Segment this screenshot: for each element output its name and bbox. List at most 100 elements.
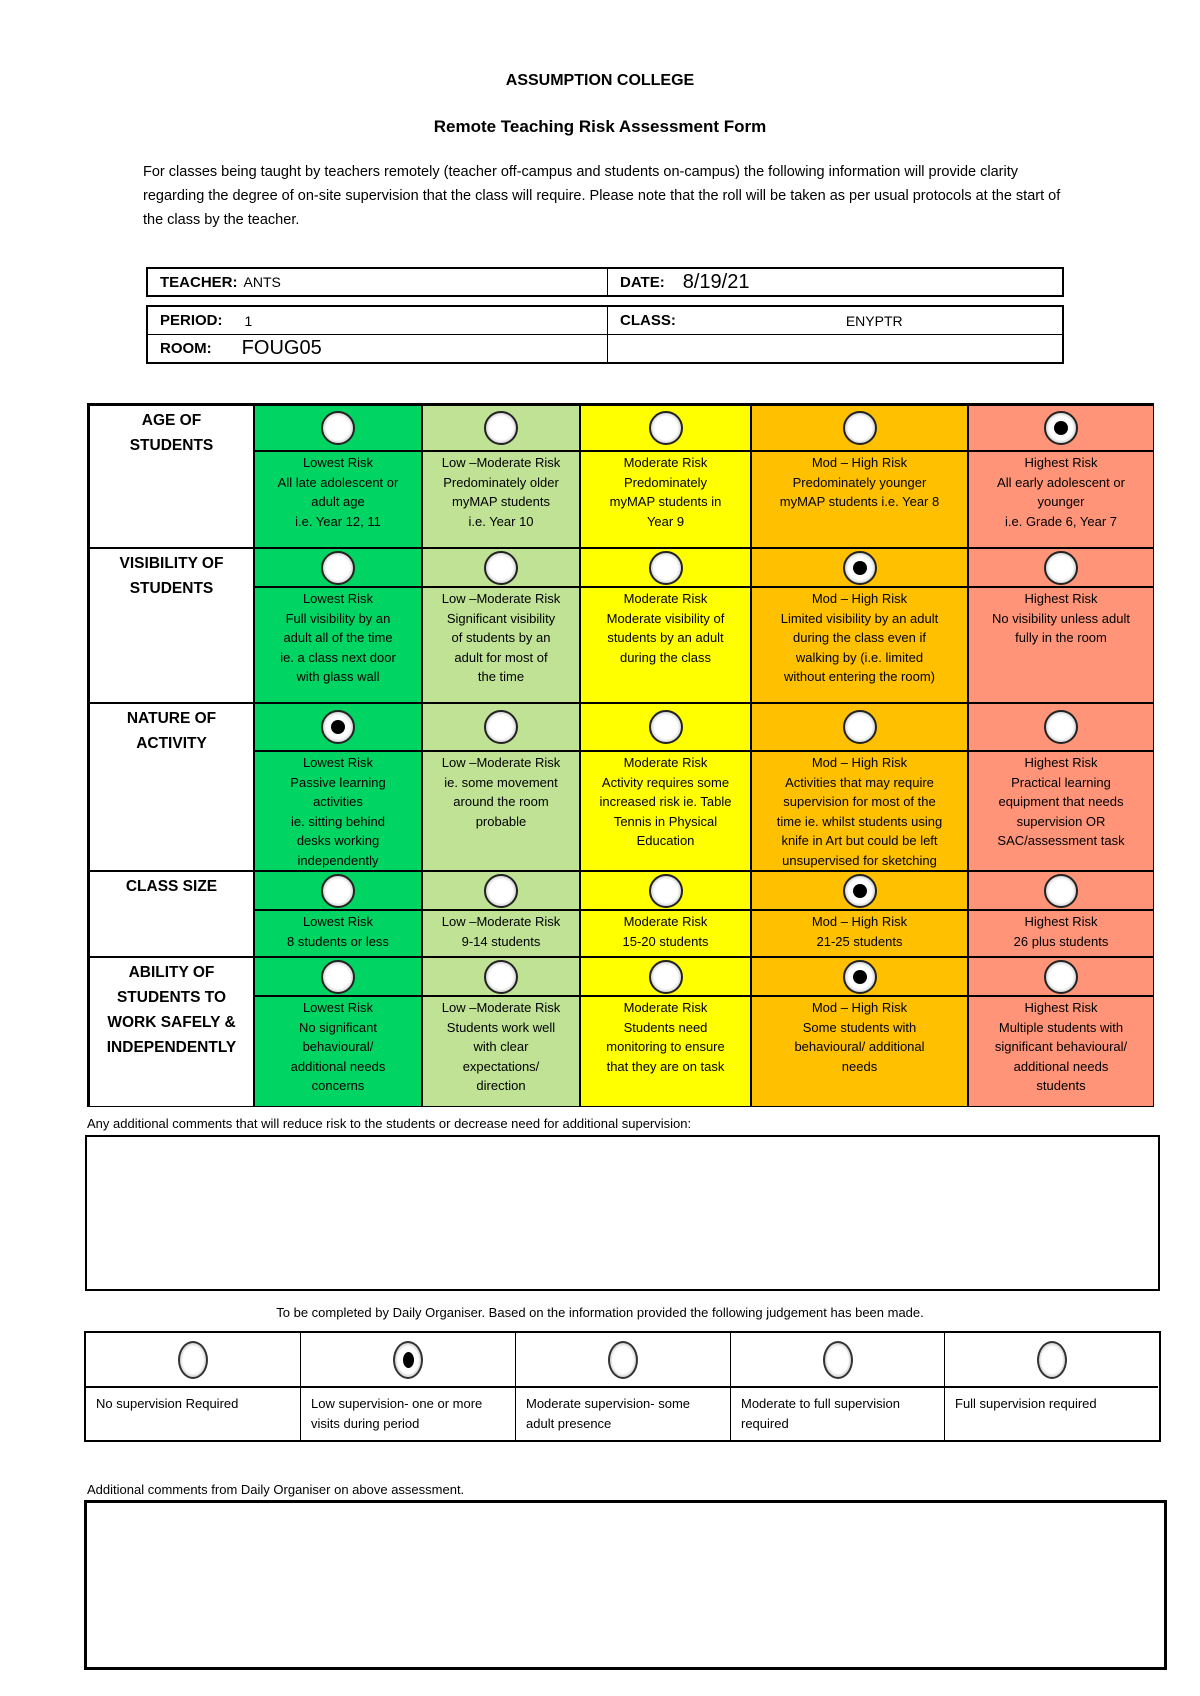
class-value[interactable]: ENYPTR [845,312,903,329]
class-field[interactable]: CLASS: ENYPTR [607,307,1062,334]
teacher-field[interactable]: TEACHER: ANTS [148,269,607,295]
radio-cell-class-size-0 [254,871,422,910]
teacher-value[interactable]: ANTS [243,274,281,290]
radio-selected-dot-icon [852,969,867,984]
radio-button-nature-of-activity-lowest-risk[interactable] [321,710,355,744]
risk-description-line: i.e. Grade 6, Year 7 [1004,513,1118,529]
risk-description-age-of-students-4: Highest Risk All early adolescent or young… [968,451,1154,548]
risk-description-line: Passive learning [290,774,386,790]
radio-button-class-size-mod-high-risk[interactable] [842,873,877,908]
risk-description-line: students [1036,1078,1086,1093]
judgement-radio-button[interactable] [178,1340,208,1379]
risk-description-line: around the room [453,794,549,809]
radio-button-visibility-of-students-highest-risk[interactable] [1044,550,1078,585]
radio-button-age-of-students-low-moderate-risk[interactable] [484,411,518,445]
radio-button-ability-of-students-to-work-safely-independently-lowest-risk[interactable] [321,959,355,994]
risk-description-line: All early adolescent or [997,474,1125,490]
radio-button-visibility-of-students-moderate-risk[interactable] [648,550,683,585]
class-label: CLASS: [620,312,676,329]
radio-button-age-of-students-lowest-risk[interactable] [321,411,355,445]
radio-cell-visibility-of-students-0 [254,548,422,587]
period-field[interactable]: PERIOD: 1 [148,307,607,334]
risk-description-line: Activities that may require [785,774,934,790]
risk-description-line: myMAP students i.e. Year 8 [779,494,940,509]
info-block-period-class-room: PERIOD: 1 CLASS: ENYPTR ROOM: FOUG05 [146,305,1064,364]
info-row-teacher-date: TEACHER: ANTS DATE: 8/19/21 [146,267,1064,297]
radio-button-age-of-students-highest-risk[interactable] [1044,411,1078,445]
risk-description-line: direction [476,1078,526,1093]
date-value[interactable]: 8/19/21 [682,270,750,293]
room-value[interactable]: FOUG05 [241,337,322,359]
risk-description-line: expectations/ [462,1058,540,1074]
risk-description-line: adult all of the time [283,630,393,645]
room-field[interactable]: ROOM: FOUG05 [148,335,607,362]
risk-level-label: Moderate Risk [623,591,708,606]
risk-description-line: Multiple students with [998,1019,1124,1035]
radio-button-class-size-low-moderate-risk[interactable] [484,873,518,908]
period-value[interactable]: 1 [244,312,253,329]
risk-description-class-size-0: Lowest Risk 8 students or less [254,910,422,957]
radio-cell-class-size-3 [751,871,968,910]
radio-button-nature-of-activity-low-moderate-risk[interactable] [484,710,518,744]
organiser-comments-label: Additional comments from Daily Organiser… [87,1482,465,1497]
judgement-radio-cell [945,1333,1158,1388]
risk-description-line: ie. sitting behind [291,813,385,829]
radio-button-nature-of-activity-mod-high-risk[interactable] [842,710,877,744]
radio-cell-nature-of-activity-1 [422,703,580,751]
radio-cell-visibility-of-students-4 [968,548,1154,587]
risk-description-line: Education [636,833,695,848]
judgement-radio-cell [301,1333,515,1388]
risk-description-ability-of-students-to-work-safely-independently-2: Moderate Risk Students need monitoring to … [580,996,751,1107]
risk-level-label: Mod – High Risk [811,1000,908,1015]
risk-description-line: ie. some movement [444,774,558,790]
radio-cell-nature-of-activity-3 [751,703,968,751]
judgement-option-1: Low supervision- one or more visits duri… [300,1333,515,1440]
radio-button-ability-of-students-to-work-safely-independently-moderate-risk[interactable] [648,959,683,994]
judgement-radio-button[interactable] [608,1340,638,1379]
radio-button-visibility-of-students-mod-high-risk[interactable] [842,550,877,585]
radio-button-age-of-students-mod-high-risk[interactable] [842,411,877,445]
risk-description-class-size-4: Highest Risk 26 plus students [968,910,1154,957]
judgement-radio-cell [86,1333,300,1388]
risk-description-line: with clear [473,1039,529,1054]
risk-description-line: students by an adult [607,630,724,645]
criterion-label-age-of-students: AGE OF STUDENTS [89,405,254,548]
risk-level-label: Highest Risk [1024,455,1098,470]
date-label: DATE: [620,273,665,291]
comments-textarea[interactable] [85,1135,1160,1291]
risk-description-nature-of-activity-3: Mod – High Risk Activities that may requi… [751,751,968,871]
radio-button-class-size-moderate-risk[interactable] [648,873,683,908]
college-name: ASSUMPTION COLLEGE [505,72,695,89]
risk-description-line: 8 students or less [287,933,389,949]
radio-button-visibility-of-students-lowest-risk[interactable] [321,550,355,585]
radio-cell-ability-of-students-to-work-safely-independently-2 [580,957,751,996]
radio-selected-dot-icon [331,720,345,734]
teacher-label: TEACHER: [160,273,238,291]
judgement-radio-button[interactable] [393,1340,423,1379]
radio-button-ability-of-students-to-work-safely-independently-highest-risk[interactable] [1044,959,1078,994]
radio-button-nature-of-activity-highest-risk[interactable] [1044,710,1078,744]
risk-description-line: concerns [311,1078,365,1093]
risk-description-ability-of-students-to-work-safely-independently-3: Mod – High Risk Some students with behavio… [751,996,968,1107]
radio-button-class-size-highest-risk[interactable] [1044,873,1078,908]
radio-button-ability-of-students-to-work-safely-independently-mod-high-risk[interactable] [842,959,877,994]
radio-button-visibility-of-students-low-moderate-risk[interactable] [484,550,518,585]
judgement-radio-cell [516,1333,730,1388]
judgement-option-3: Moderate to full supervision required [730,1333,944,1440]
date-field[interactable]: DATE: 8/19/21 [607,269,1062,295]
radio-button-class-size-lowest-risk[interactable] [321,873,355,908]
radio-button-age-of-students-moderate-risk[interactable] [648,411,683,445]
radio-button-nature-of-activity-moderate-risk[interactable] [648,710,683,744]
risk-description-line: Practical learning [1011,774,1111,790]
judgement-radio-button[interactable] [822,1340,853,1379]
judgement-radio-button[interactable] [1036,1340,1067,1379]
risk-description-line: Year 9 [646,513,685,529]
risk-description-line: behavioural/ [302,1039,374,1054]
radio-cell-ability-of-students-to-work-safely-independently-3 [751,957,968,996]
risk-level-label: Lowest Risk [302,455,374,470]
risk-description-line: 26 plus students [1013,933,1109,949]
risk-level-label: Mod – High Risk [811,755,908,770]
risk-level-label: Highest Risk [1024,914,1098,929]
organiser-comments-textarea[interactable] [84,1500,1167,1670]
radio-button-ability-of-students-to-work-safely-independently-low-moderate-risk[interactable] [484,959,518,994]
